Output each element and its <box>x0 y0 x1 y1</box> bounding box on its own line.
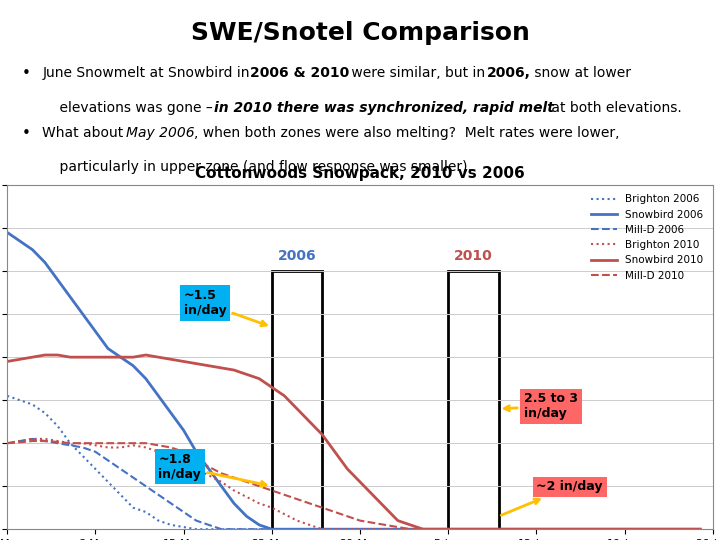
Text: SWE/Snotel Comparison: SWE/Snotel Comparison <box>191 21 529 45</box>
Brighton 2006 <box>406 526 415 532</box>
Mill-D 2006 <box>217 526 225 532</box>
Mill-D 2006 <box>456 526 465 532</box>
Brighton 2010 <box>456 526 465 532</box>
Brighton 2010 <box>557 526 566 532</box>
Brighton 2006 <box>444 526 452 532</box>
Mill-D 2006 <box>418 526 427 532</box>
Snowbird 2010 <box>557 526 566 532</box>
Mill-D 2010 <box>696 526 704 532</box>
Line: Snowbird 2006: Snowbird 2006 <box>7 232 700 529</box>
Brighton 2006 <box>696 526 704 532</box>
Brighton 2010 <box>318 526 326 532</box>
Text: elevations was gone –: elevations was gone – <box>42 100 217 114</box>
Text: were similar, but in: were similar, but in <box>347 66 490 80</box>
Text: snow at lower: snow at lower <box>530 66 631 80</box>
Text: at both elevations.: at both elevations. <box>547 100 682 114</box>
Mill-D 2010 <box>3 440 12 447</box>
Snowbird 2010 <box>456 526 465 532</box>
Brighton 2010 <box>3 440 12 447</box>
Mill-D 2006 <box>16 438 24 444</box>
Mill-D 2010 <box>456 526 465 532</box>
Brighton 2006 <box>192 526 200 532</box>
Line: Mill-D 2006: Mill-D 2006 <box>7 439 700 529</box>
Mill-D 2006 <box>557 526 566 532</box>
Line: Mill-D 2010: Mill-D 2010 <box>7 441 700 529</box>
Snowbird 2010 <box>3 358 12 365</box>
Snowbird 2006 <box>267 526 276 532</box>
Mill-D 2010 <box>557 526 566 532</box>
Snowbird 2006 <box>469 526 477 532</box>
Brighton 2006 <box>16 397 24 403</box>
Line: Brighton 2010: Brighton 2010 <box>7 439 700 529</box>
Mill-D 2010 <box>482 526 490 532</box>
Brighton 2010 <box>28 436 37 442</box>
Brighton 2006 <box>267 526 276 532</box>
Mill-D 2006 <box>482 526 490 532</box>
Text: •: • <box>22 66 30 81</box>
Line: Snowbird 2010: Snowbird 2010 <box>7 355 700 529</box>
Snowbird 2010 <box>418 526 427 532</box>
Title: Cottonwoods Snowpack, 2010 vs 2006: Cottonwoods Snowpack, 2010 vs 2006 <box>195 166 525 181</box>
Snowbird 2006 <box>696 526 704 532</box>
Text: in 2010 there was synchronized, rapid melt: in 2010 there was synchronized, rapid me… <box>214 100 554 114</box>
Brighton 2006 <box>3 393 12 399</box>
Brighton 2010 <box>696 526 704 532</box>
Mill-D 2006 <box>696 526 704 532</box>
Snowbird 2006 <box>3 229 12 235</box>
Brighton 2006 <box>469 526 477 532</box>
Snowbird 2010 <box>482 526 490 532</box>
Text: June Snowmelt at Snowbird in: June Snowmelt at Snowbird in <box>42 66 254 80</box>
Text: 2010: 2010 <box>454 248 492 262</box>
Mill-D 2010 <box>406 526 415 532</box>
Mill-D 2010 <box>28 438 37 444</box>
Mill-D 2006 <box>28 436 37 442</box>
Snowbird 2010 <box>696 526 704 532</box>
Legend: Brighton 2006, Snowbird 2006, Mill-D 2006, Brighton 2010, Snowbird 2010, Mill-D : Brighton 2006, Snowbird 2006, Mill-D 200… <box>587 190 708 285</box>
Brighton 2006 <box>545 526 554 532</box>
Snowbird 2006 <box>255 522 264 528</box>
Text: 2006: 2006 <box>278 248 316 262</box>
Text: 2006 & 2010: 2006 & 2010 <box>250 66 349 80</box>
Text: May 2006: May 2006 <box>127 126 195 140</box>
Snowbird 2010 <box>16 356 24 362</box>
Snowbird 2006 <box>406 526 415 532</box>
Mill-D 2006 <box>280 526 289 532</box>
Brighton 2010 <box>16 438 24 444</box>
Mill-D 2006 <box>3 440 12 447</box>
Brighton 2010 <box>267 504 276 511</box>
Mill-D 2010 <box>418 526 427 532</box>
Mill-D 2010 <box>267 487 276 494</box>
Line: Brighton 2006: Brighton 2006 <box>7 396 700 529</box>
Snowbird 2006 <box>444 526 452 532</box>
Text: , when both zones were also melting?  Melt rates were lower,: , when both zones were also melting? Mel… <box>194 126 619 140</box>
Brighton 2010 <box>482 526 490 532</box>
Snowbird 2006 <box>545 526 554 532</box>
Text: •: • <box>22 126 30 141</box>
Brighton 2010 <box>418 526 427 532</box>
Text: ~2 in/day: ~2 in/day <box>501 481 603 515</box>
Snowbird 2010 <box>267 384 276 390</box>
Text: What about: What about <box>42 126 128 140</box>
Text: 2.5 to 3
in/day: 2.5 to 3 in/day <box>505 393 577 420</box>
Text: particularly in upper zone (and flow response was smaller).: particularly in upper zone (and flow res… <box>42 160 472 174</box>
Snowbird 2006 <box>16 238 24 244</box>
Text: ~1.5
in/day: ~1.5 in/day <box>184 289 266 326</box>
Mill-D 2010 <box>16 439 24 446</box>
Text: 2006,: 2006, <box>487 66 531 80</box>
Snowbird 2010 <box>40 352 49 358</box>
Text: ~1.8
in/day: ~1.8 in/day <box>158 453 266 487</box>
Snowbird 2010 <box>406 522 415 528</box>
